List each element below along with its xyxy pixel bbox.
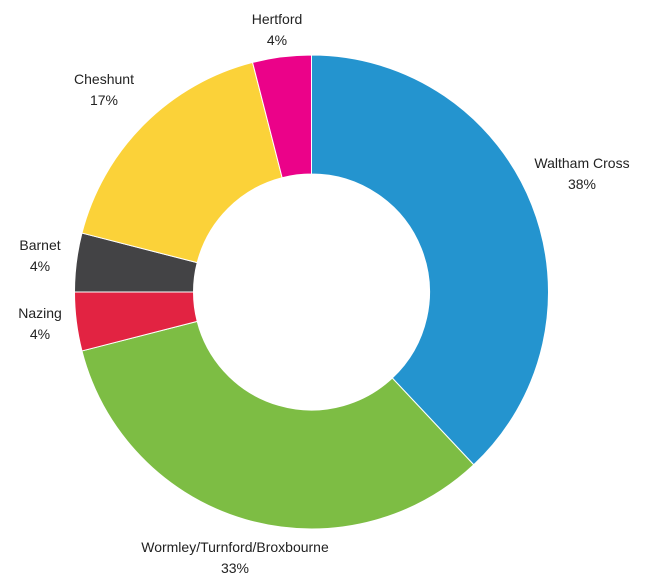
slice-wormley-turnford-broxbourne xyxy=(81,320,475,530)
slice-hertford xyxy=(251,54,312,179)
label-value-hertford: 4% xyxy=(267,32,287,48)
label-value-wormley-turnford-broxbourne: 33% xyxy=(221,560,249,576)
slice-waltham-cross xyxy=(311,54,549,466)
label-value-barnet: 4% xyxy=(30,258,50,274)
label-name-waltham-cross: Waltham Cross xyxy=(534,155,629,171)
label-name-wormley-turnford-broxbourne: Wormley/Turnford/Broxbourne xyxy=(141,539,329,555)
label-name-nazing: Nazing xyxy=(18,305,62,321)
label-value-nazing: 4% xyxy=(30,326,50,342)
label-value-cheshunt: 17% xyxy=(90,92,118,108)
label-name-cheshunt: Cheshunt xyxy=(74,71,134,87)
chart-slices xyxy=(73,54,549,530)
label-name-hertford: Hertford xyxy=(252,11,303,27)
label-value-waltham-cross: 38% xyxy=(568,176,596,192)
slice-cheshunt xyxy=(81,61,283,264)
chart-labels: Waltham Cross 38% Wormley/Turnford/Broxbou… xyxy=(18,11,629,576)
label-name-barnet: Barnet xyxy=(19,237,60,253)
